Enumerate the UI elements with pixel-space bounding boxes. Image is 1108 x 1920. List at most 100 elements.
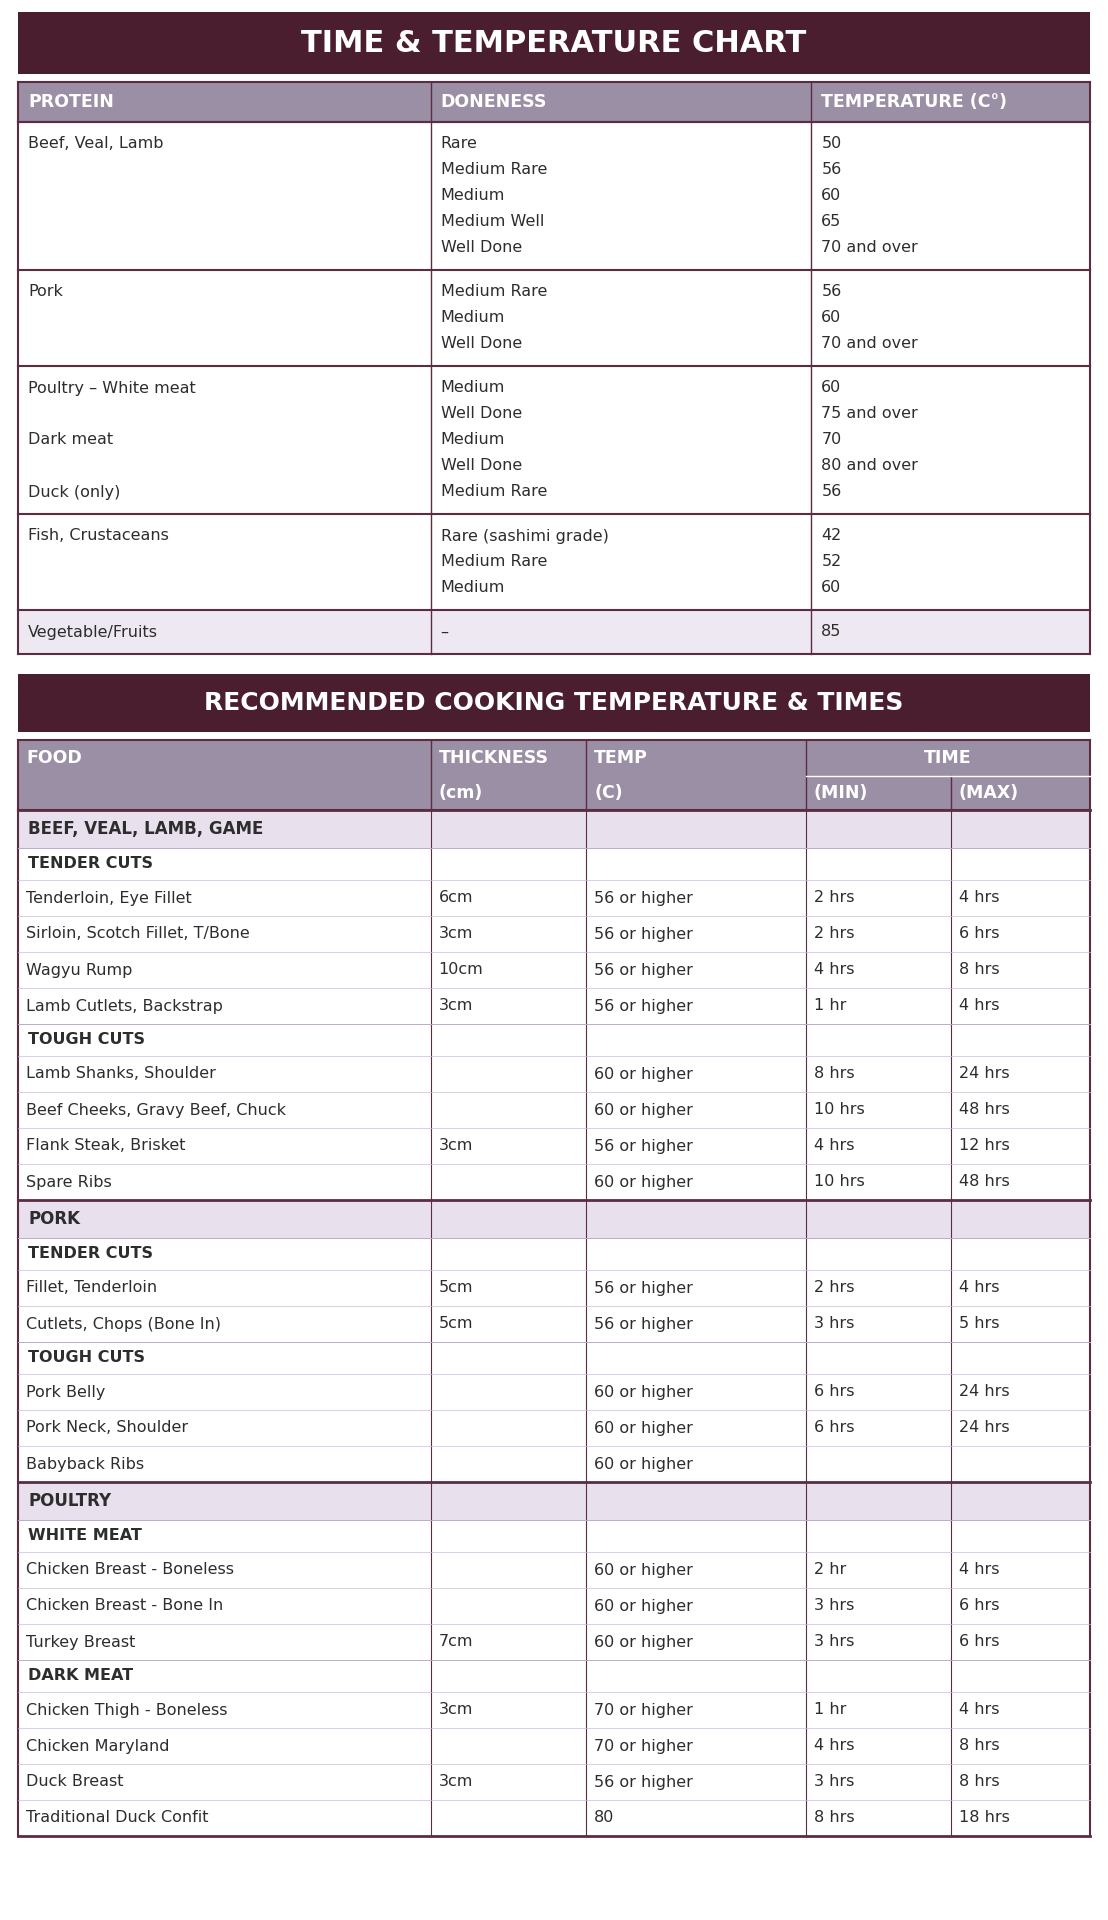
Bar (18, 879, 1090, 916)
Text: TIME & TEMPERATURE CHART: TIME & TEMPERATURE CHART (301, 29, 807, 58)
Text: 70 and over: 70 and over (821, 336, 919, 351)
Text: 60 or higher: 60 or higher (594, 1563, 692, 1578)
Bar (18, 952, 1090, 989)
Text: 56 or higher: 56 or higher (594, 1317, 692, 1331)
Bar (18, 674, 1090, 732)
Text: WHITE MEAT: WHITE MEAT (28, 1528, 142, 1544)
Text: Medium Rare: Medium Rare (441, 284, 547, 300)
Text: 3 hrs: 3 hrs (814, 1599, 854, 1613)
Text: DONENESS: DONENESS (441, 92, 547, 111)
Text: Lamb Cutlets, Backstrap: Lamb Cutlets, Backstrap (25, 998, 223, 1014)
Text: BEEF, VEAL, LAMB, GAME: BEEF, VEAL, LAMB, GAME (28, 820, 264, 837)
Bar (18, 1238, 1090, 1269)
Bar (18, 1164, 1090, 1200)
Text: 60 or higher: 60 or higher (594, 1599, 692, 1613)
Bar (18, 989, 1090, 1023)
Text: 60: 60 (821, 580, 842, 595)
Text: 56: 56 (821, 484, 842, 499)
Text: 56 or higher: 56 or higher (594, 1139, 692, 1154)
Bar (18, 12, 1090, 75)
Text: 4 hrs: 4 hrs (958, 1703, 999, 1718)
Bar (18, 515, 1090, 611)
Text: TENDER CUTS: TENDER CUTS (28, 1246, 153, 1261)
Bar (18, 1692, 1090, 1728)
Text: 10 hrs: 10 hrs (814, 1102, 864, 1117)
Text: Beef Cheeks, Gravy Beef, Chuck: Beef Cheeks, Gravy Beef, Chuck (25, 1102, 286, 1117)
Text: 2 hr: 2 hr (814, 1563, 847, 1578)
Text: 6 hrs: 6 hrs (814, 1421, 854, 1436)
Text: (MIN): (MIN) (814, 783, 869, 803)
Text: Pork: Pork (28, 284, 63, 300)
Text: 65: 65 (821, 215, 842, 230)
Text: 6 hrs: 6 hrs (958, 927, 999, 941)
Text: Vegetable/Fruits: Vegetable/Fruits (28, 624, 158, 639)
Text: 3cm: 3cm (439, 998, 473, 1014)
Text: 60 or higher: 60 or higher (594, 1066, 692, 1081)
Text: 6cm: 6cm (439, 891, 473, 906)
Text: Medium Rare: Medium Rare (441, 555, 547, 570)
Bar (18, 1200, 1090, 1238)
Text: 60 or higher: 60 or higher (594, 1457, 692, 1471)
Text: 12 hrs: 12 hrs (958, 1139, 1009, 1154)
Bar (18, 1409, 1090, 1446)
Text: Spare Ribs: Spare Ribs (25, 1175, 112, 1190)
Text: 4 hrs: 4 hrs (958, 891, 999, 906)
Text: Turkey Breast: Turkey Breast (25, 1634, 135, 1649)
Bar (18, 83, 1090, 123)
Text: 70 and over: 70 and over (821, 240, 919, 255)
Text: 2 hrs: 2 hrs (814, 891, 854, 906)
Text: Chicken Maryland: Chicken Maryland (25, 1738, 170, 1753)
Text: Chicken Thigh - Boneless: Chicken Thigh - Boneless (25, 1703, 227, 1718)
Text: 3 hrs: 3 hrs (814, 1634, 854, 1649)
Text: 75 and over: 75 and over (821, 407, 919, 422)
Text: Medium: Medium (441, 580, 505, 595)
Text: Poultry – White meat: Poultry – White meat (28, 380, 196, 396)
Text: 80: 80 (594, 1811, 615, 1826)
Text: 4 hrs: 4 hrs (958, 998, 999, 1014)
Bar (18, 1588, 1090, 1624)
Text: DARK MEAT: DARK MEAT (28, 1668, 133, 1684)
Text: 56 or higher: 56 or higher (594, 927, 692, 941)
Text: Pork Neck, Shoulder: Pork Neck, Shoulder (25, 1421, 188, 1436)
Bar (18, 1342, 1090, 1375)
Text: 4 hrs: 4 hrs (814, 962, 854, 977)
Text: Duck (only): Duck (only) (28, 484, 121, 499)
Text: 8 hrs: 8 hrs (958, 1738, 999, 1753)
Text: TOUGH CUTS: TOUGH CUTS (28, 1033, 145, 1048)
Text: 4 hrs: 4 hrs (958, 1281, 999, 1296)
Text: (C): (C) (594, 783, 623, 803)
Text: 8 hrs: 8 hrs (814, 1066, 854, 1081)
Text: Well Done: Well Done (441, 459, 522, 474)
Text: 4 hrs: 4 hrs (814, 1738, 854, 1753)
Text: TENDER CUTS: TENDER CUTS (28, 856, 153, 872)
Text: 60 or higher: 60 or higher (594, 1634, 692, 1649)
Bar (18, 849, 1090, 879)
Text: 7cm: 7cm (439, 1634, 473, 1649)
Bar (18, 1521, 1090, 1551)
Text: 4 hrs: 4 hrs (814, 1139, 854, 1154)
Bar (18, 1375, 1090, 1409)
Text: 6 hrs: 6 hrs (958, 1599, 999, 1613)
Text: 80 and over: 80 and over (821, 459, 919, 474)
Text: Cutlets, Chops (Bone In): Cutlets, Chops (Bone In) (25, 1317, 220, 1331)
Text: PORK: PORK (28, 1210, 80, 1229)
Text: 56: 56 (821, 163, 842, 177)
Text: TEMPERATURE (C°): TEMPERATURE (C°) (821, 92, 1007, 111)
Text: POULTRY: POULTRY (28, 1492, 111, 1509)
Bar (18, 367, 1090, 515)
Text: 3cm: 3cm (439, 1703, 473, 1718)
Bar (18, 1551, 1090, 1588)
Text: 6 hrs: 6 hrs (814, 1384, 854, 1400)
Bar (18, 1269, 1090, 1306)
Text: 8 hrs: 8 hrs (958, 962, 999, 977)
Text: 10cm: 10cm (439, 962, 483, 977)
Text: 1 hr: 1 hr (814, 998, 847, 1014)
Bar (18, 1801, 1090, 1836)
Text: 56 or higher: 56 or higher (594, 891, 692, 906)
Text: 3 hrs: 3 hrs (814, 1317, 854, 1331)
Text: Well Done: Well Done (441, 407, 522, 422)
Text: 60: 60 (821, 380, 842, 396)
Text: THICKNESS: THICKNESS (439, 749, 548, 766)
Text: 52: 52 (821, 555, 842, 570)
Text: Flank Steak, Brisket: Flank Steak, Brisket (25, 1139, 185, 1154)
